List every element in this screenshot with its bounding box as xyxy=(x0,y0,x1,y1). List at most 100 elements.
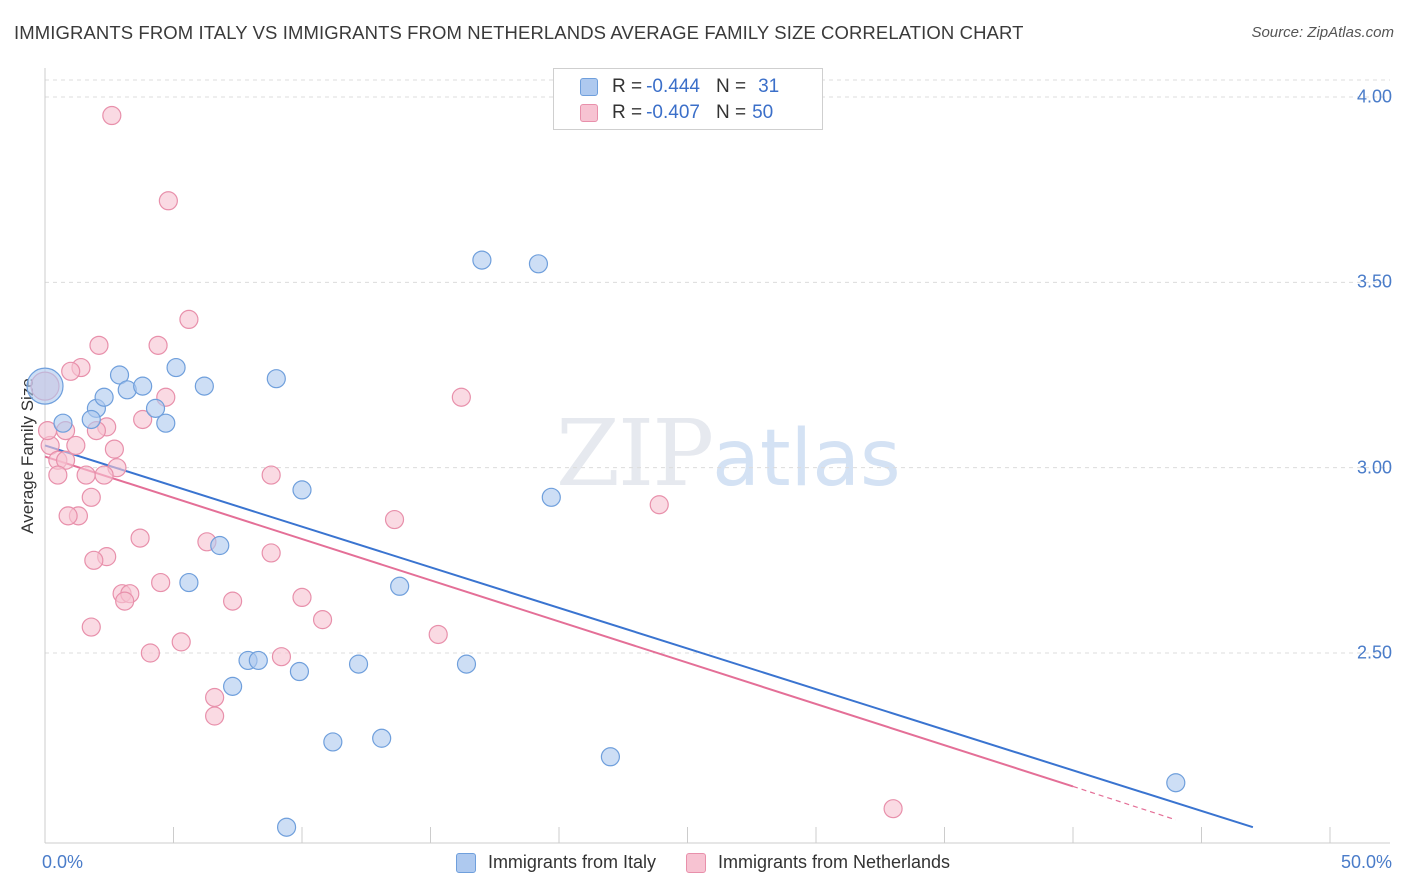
italy-point xyxy=(390,576,410,596)
legend-item-italy[interactable]: Immigrants from Italy xyxy=(455,852,656,873)
italy-point xyxy=(266,369,286,389)
r-value-netherlands: -0.407 xyxy=(646,102,700,123)
y-tick-label: 2.50 xyxy=(1356,642,1392,663)
legend-swatch-italy xyxy=(455,852,476,873)
italy-point xyxy=(166,357,186,378)
netherlands-point xyxy=(451,387,471,407)
netherlands-point xyxy=(66,435,86,456)
netherlands-point xyxy=(384,509,405,530)
italy-point xyxy=(289,661,310,682)
legend: Immigrants from Italy Immigrants from Ne… xyxy=(0,852,1406,873)
netherlands-swatch xyxy=(580,104,598,122)
axes xyxy=(44,68,1390,844)
netherlands-point xyxy=(76,465,96,485)
n-value-netherlands: 50 xyxy=(752,102,774,123)
italy-point xyxy=(109,365,130,385)
netherlands-point xyxy=(130,528,150,548)
netherlands-point xyxy=(649,495,669,515)
chart-source: Source: ZipAtlas.com xyxy=(1251,24,1394,41)
netherlands-point xyxy=(223,591,243,611)
netherlands-point xyxy=(48,465,68,485)
italy-point xyxy=(81,409,101,430)
italy-point xyxy=(145,398,166,418)
y-tick-label: 3.00 xyxy=(1356,457,1392,478)
netherlands-point xyxy=(271,647,292,667)
netherlands-point xyxy=(292,587,312,608)
italy-point xyxy=(223,676,243,696)
italy-point xyxy=(528,254,549,274)
stats-row-netherlands: R = -0.407 N = 50 xyxy=(554,100,773,126)
netherlands-point xyxy=(261,543,281,563)
n-value-italy: 31 xyxy=(758,76,780,97)
netherlands-point xyxy=(179,309,199,329)
netherlands-point xyxy=(84,550,104,570)
x-tick-label-min: 0.0% xyxy=(42,852,84,872)
italy-point xyxy=(1166,773,1186,793)
italy-point xyxy=(94,387,114,407)
netherlands-point xyxy=(133,409,153,430)
netherlands-point xyxy=(58,506,78,526)
netherlands-point xyxy=(81,487,101,507)
italy-point xyxy=(179,572,199,593)
stats-box: R = -0.444 N = 31 R = -0.407 N = 50 xyxy=(553,68,823,130)
netherlands-point xyxy=(102,105,122,126)
trend-line-netherlands-extension xyxy=(1072,785,1176,821)
n-label: N = xyxy=(715,102,747,123)
netherlands-point xyxy=(115,591,135,611)
netherlands-point xyxy=(89,335,109,355)
y-tick-label: 4.00 xyxy=(1356,86,1392,107)
r-label: R = xyxy=(612,76,643,97)
scatter-points xyxy=(26,105,1186,837)
netherlands-point xyxy=(205,706,225,726)
italy-point xyxy=(472,250,492,270)
netherlands-point xyxy=(140,643,160,663)
netherlands-point xyxy=(312,610,333,630)
legend-item-netherlands[interactable]: Immigrants from Netherlands xyxy=(685,852,951,873)
chart-title: IMMIGRANTS FROM ITALY VS IMMIGRANTS FROM… xyxy=(14,22,1024,43)
netherlands-point xyxy=(158,191,178,211)
watermark: ZIPatlas xyxy=(556,400,901,507)
italy-point xyxy=(600,747,621,767)
italy-point xyxy=(194,376,214,396)
italy-point xyxy=(323,732,343,752)
watermark-atlas: atlas xyxy=(712,414,901,504)
grid-lines xyxy=(45,79,1390,654)
netherlands-point xyxy=(148,335,168,355)
watermark-zip: ZIP xyxy=(556,400,714,507)
netherlands-point xyxy=(205,687,225,708)
netherlands-point xyxy=(61,361,81,381)
italy-point xyxy=(292,480,312,500)
legend-swatch-netherlands xyxy=(685,852,706,873)
italy-swatch xyxy=(580,78,598,96)
netherlands-point xyxy=(151,572,171,593)
trend-line-italy xyxy=(44,444,1254,829)
netherlands-point xyxy=(94,465,114,485)
r-value-italy: -0.444 xyxy=(646,76,700,97)
r-label: R = xyxy=(612,102,643,123)
trend-line-netherlands xyxy=(44,455,1074,788)
italy-point xyxy=(156,413,176,433)
legend-label-netherlands: Immigrants from Netherlands xyxy=(717,852,951,872)
x-tick-label-max: 50.0% xyxy=(1340,852,1392,872)
netherlands-point xyxy=(261,465,281,485)
italy-point xyxy=(348,654,369,674)
legend-label-italy: Immigrants from Italy xyxy=(487,852,656,872)
italy-point xyxy=(133,376,153,396)
netherlands-point xyxy=(81,617,101,637)
italy-point xyxy=(456,654,477,674)
trend-lines xyxy=(44,444,1254,829)
netherlands-point xyxy=(171,632,191,652)
italy-point xyxy=(276,817,297,837)
italy-point xyxy=(210,535,230,556)
italy-point xyxy=(372,728,392,748)
stats-row-italy: R = -0.444 N = 31 xyxy=(554,74,779,100)
italy-point xyxy=(248,650,268,671)
n-label: N = xyxy=(715,76,747,97)
y-tick-label: 3.50 xyxy=(1356,271,1392,292)
netherlands-point xyxy=(104,439,124,459)
netherlands-point xyxy=(37,421,58,441)
netherlands-point xyxy=(428,624,448,645)
netherlands-point xyxy=(883,799,903,819)
italy-point xyxy=(541,487,561,507)
